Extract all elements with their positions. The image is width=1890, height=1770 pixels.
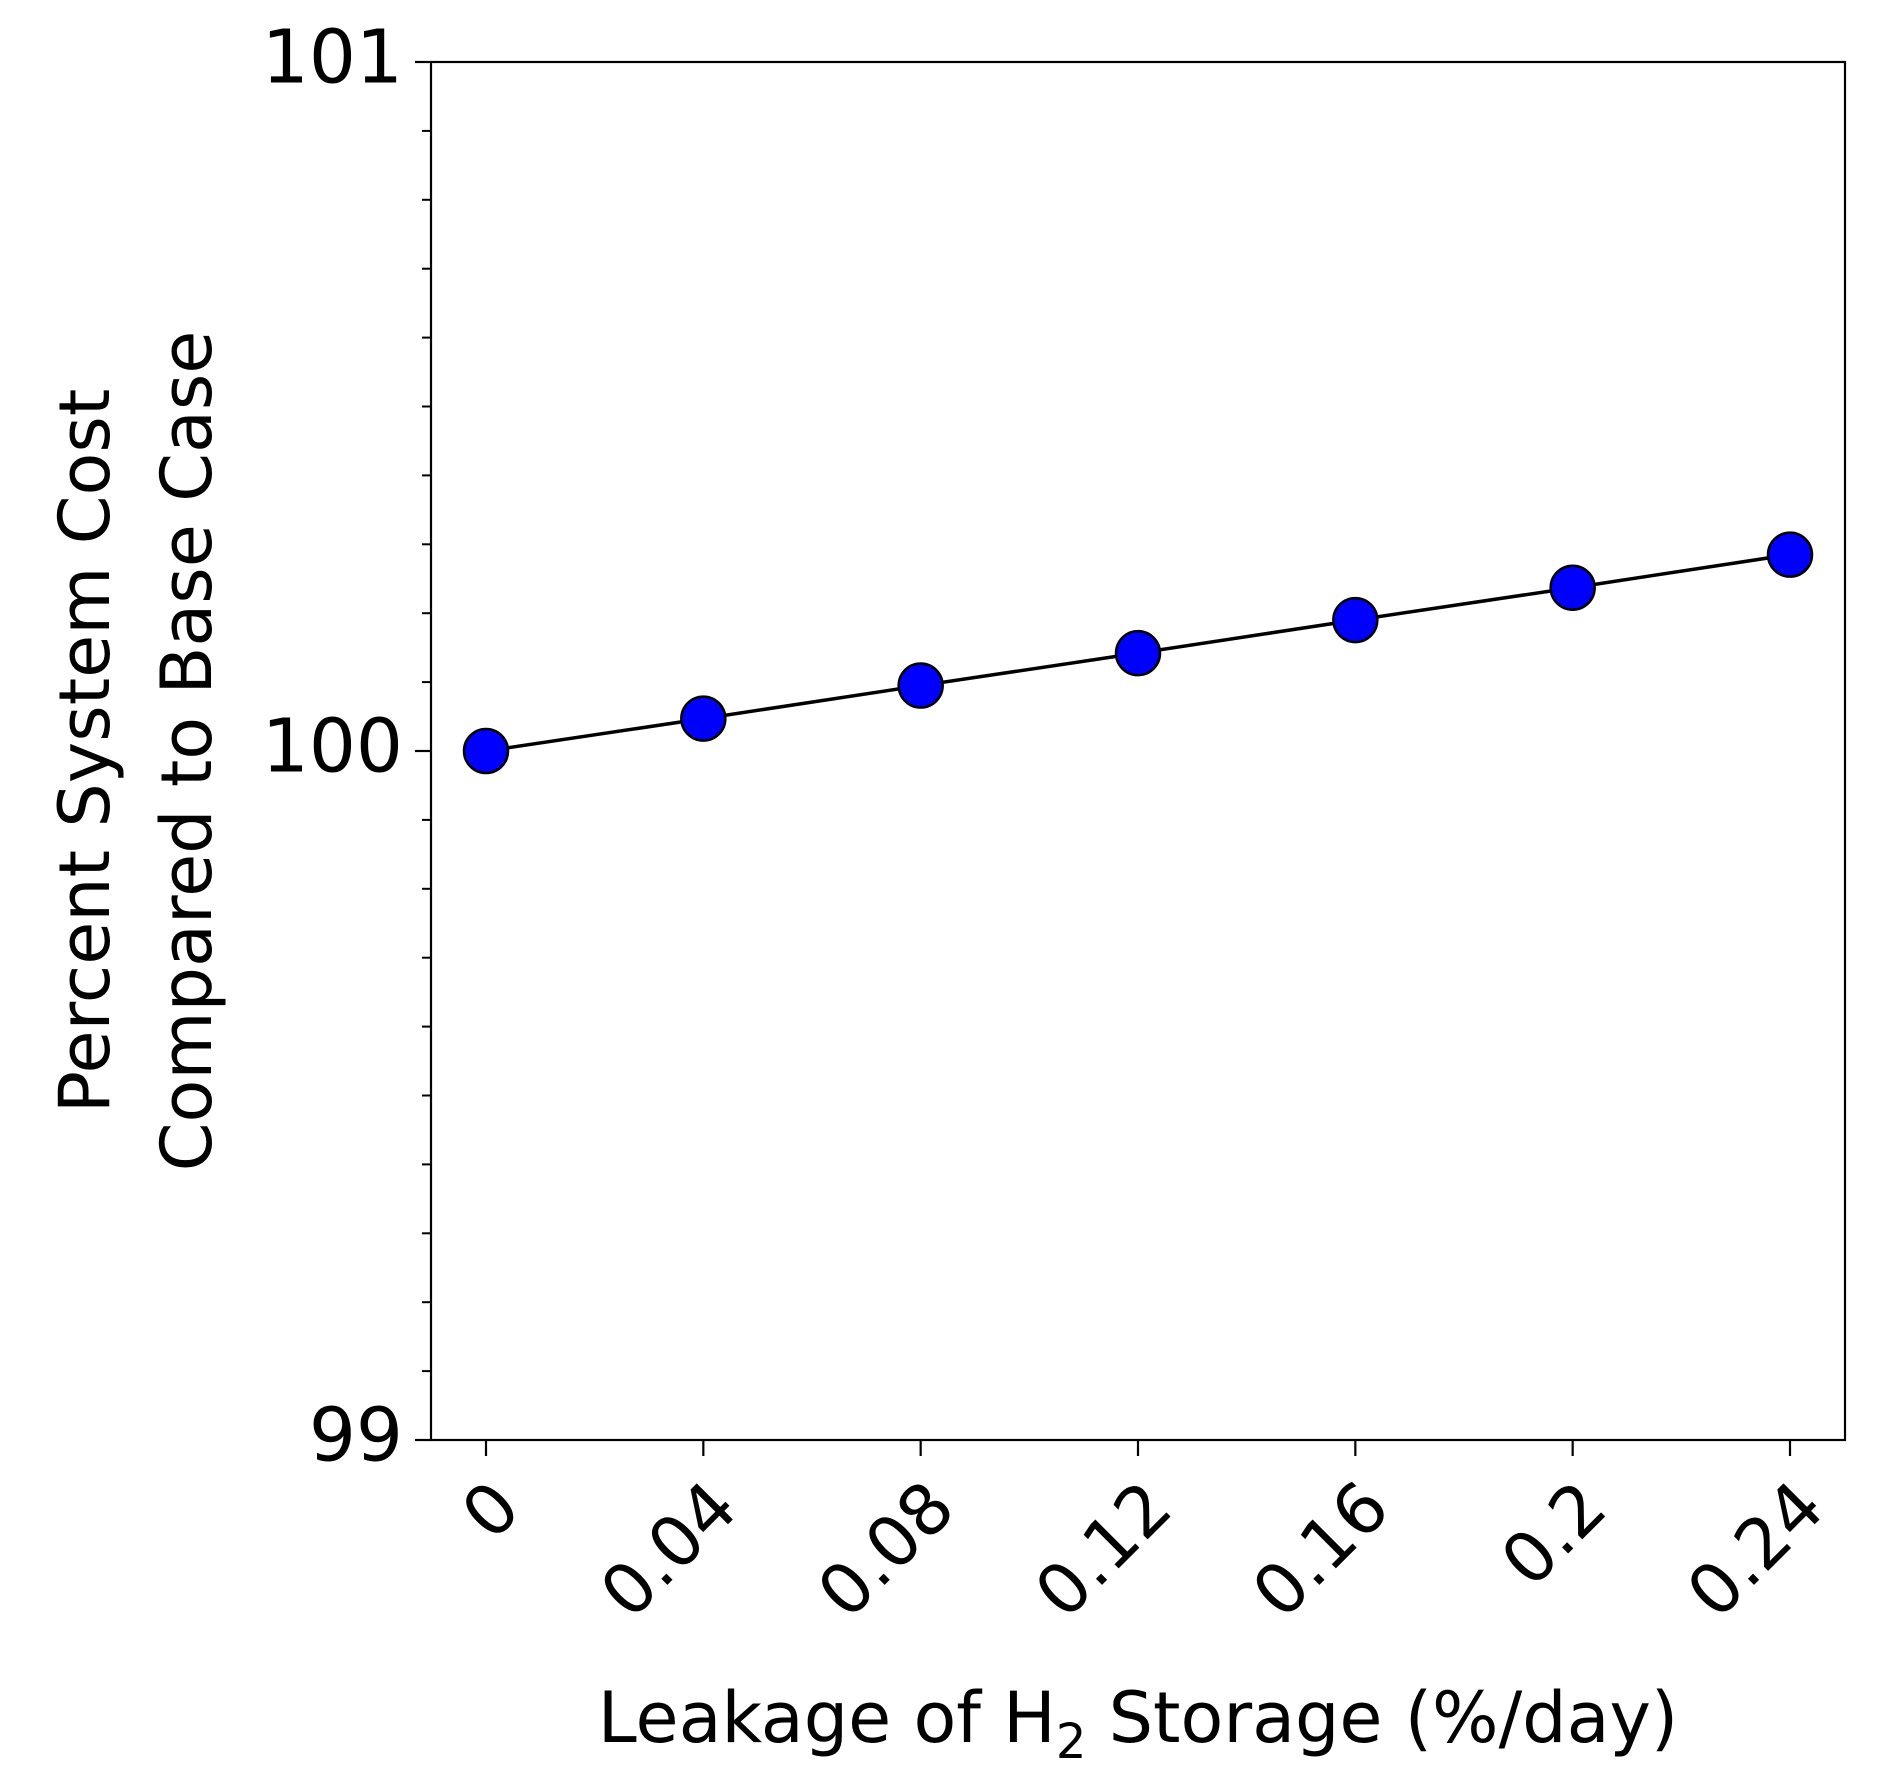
y-tick-label: 101 (262, 15, 403, 101)
x-tick-label: 0.08 (802, 1465, 970, 1633)
data-point (1766, 531, 1814, 578)
y-minor-ticks (422, 129, 431, 1373)
x-tick-label: 0.04 (585, 1465, 753, 1633)
data-point (462, 727, 510, 775)
x-tick-label: 0.2 (1485, 1465, 1622, 1602)
x-tick-label: 0.12 (1019, 1465, 1187, 1633)
y-axis-label-line-2: Compared to Base Case (146, 331, 228, 1172)
x-tick-label: 0 (446, 1465, 535, 1554)
x-ticks: 0 0.04 0.08 0.12 0.16 0.2 0.24 (446, 1440, 1839, 1634)
x-tick-label: 0.16 (1237, 1465, 1405, 1633)
series-points (462, 531, 1814, 775)
y-major-ticks: 99 100 101 (262, 15, 431, 1479)
x-axis-label: Leakage of H2 Storage (%/day) (598, 1677, 1678, 1770)
data-point (1549, 564, 1596, 611)
x-tick-label: 0.24 (1671, 1465, 1839, 1633)
y-axis-label-line-1: Percent System Cost (44, 389, 126, 1114)
data-point (897, 662, 944, 709)
data-point (1114, 629, 1162, 677)
y-tick-label: 100 (262, 704, 403, 790)
y-tick-label: 99 (309, 1393, 403, 1479)
data-point (1332, 596, 1379, 644)
plot-frame (429, 60, 1847, 1442)
data-point (680, 695, 727, 742)
